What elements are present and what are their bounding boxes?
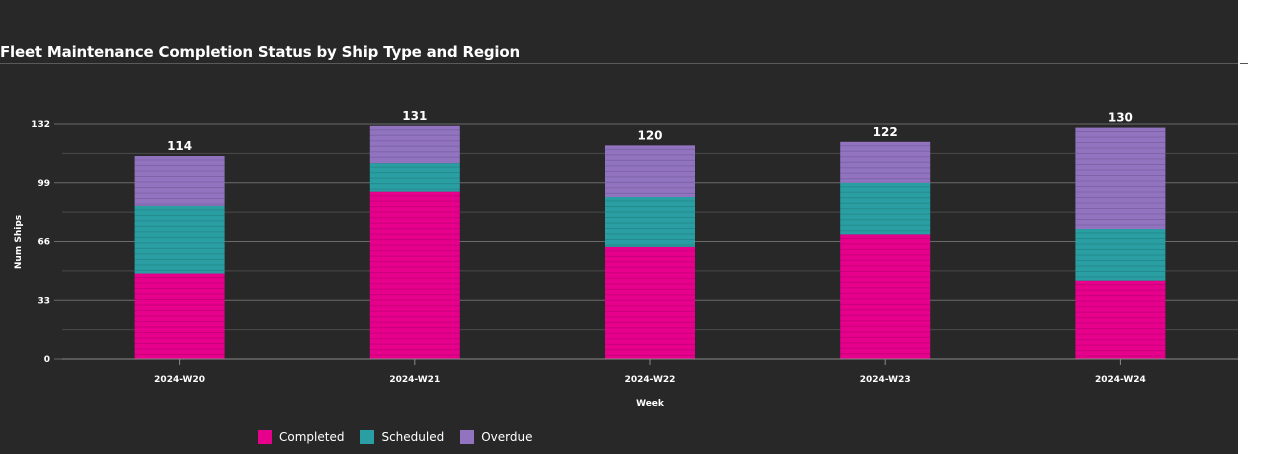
y-tick-label: 0 — [44, 355, 50, 365]
bar-segment-scheduled[interactable] — [840, 182, 931, 235]
bar-total-label: 114 — [167, 139, 192, 153]
legend-item-completed[interactable]: Completed — [258, 430, 344, 444]
bar-segment-completed[interactable] — [605, 246, 695, 359]
y-tick-label: 66 — [37, 238, 50, 248]
x-tick-label: 2024-W21 — [389, 375, 440, 385]
bar-total-label: 122 — [873, 125, 898, 139]
edge-divider — [1240, 63, 1248, 64]
bar-segment-overdue[interactable] — [369, 125, 460, 164]
legend-label-scheduled: Scheduled — [381, 430, 445, 444]
bar-segment-completed[interactable] — [134, 273, 225, 359]
x-tick-label: 2024-W20 — [154, 375, 205, 385]
legend-item-overdue[interactable]: Overdue — [460, 430, 532, 444]
y-tick-label: 99 — [37, 179, 50, 189]
title-divider — [0, 63, 1238, 64]
bar-segment-scheduled[interactable] — [134, 205, 225, 274]
legend-swatch-scheduled — [360, 430, 375, 444]
y-axis: 0 33 66 99 132 — [31, 120, 62, 365]
bars-group: 114 131 120 122 130 — [134, 109, 1166, 359]
legend-swatch-completed — [258, 430, 272, 444]
x-tick-label: 2024-W23 — [860, 375, 911, 385]
bar-segment-overdue[interactable] — [134, 156, 225, 206]
bar-segment-completed[interactable] — [369, 191, 460, 359]
bar-segment-overdue[interactable] — [605, 145, 695, 197]
bar-segment-scheduled[interactable] — [369, 163, 460, 192]
chart-panel: Fleet Maintenance Completion Status by S… — [0, 0, 1238, 454]
chart-legend: Completed Scheduled Overdue — [258, 430, 532, 444]
y-axis-label: Num Ships — [14, 215, 24, 269]
x-axis: 2024-W20 2024-W21 2024-W22 2024-W23 2024-W24 — [62, 358, 1238, 385]
bar-total-label: 130 — [1108, 111, 1133, 125]
y-tick-label: 33 — [37, 296, 50, 306]
bar-total-label: 120 — [637, 128, 662, 142]
chart-title: Fleet Maintenance Completion Status by S… — [0, 43, 520, 61]
legend-label-completed: Completed — [279, 430, 345, 444]
bar-segment-completed[interactable] — [1075, 280, 1166, 359]
bar-segment-completed[interactable] — [840, 234, 931, 359]
bar-segment-scheduled[interactable] — [1075, 229, 1166, 281]
bar-segment-overdue[interactable] — [1075, 127, 1166, 230]
x-tick-label: 2024-W22 — [625, 375, 676, 385]
legend-label-overdue: Overdue — [481, 430, 533, 444]
x-tick-label: 2024-W24 — [1095, 375, 1146, 385]
bar-segment-overdue[interactable] — [840, 141, 931, 183]
bar-total-label: 131 — [402, 109, 427, 123]
legend-item-scheduled[interactable]: Scheduled — [360, 430, 444, 444]
bar-segment-scheduled[interactable] — [605, 196, 695, 247]
legend-swatch-overdue — [460, 430, 475, 444]
y-tick-label: 132 — [31, 120, 50, 130]
x-axis-label: Week — [636, 399, 665, 409]
